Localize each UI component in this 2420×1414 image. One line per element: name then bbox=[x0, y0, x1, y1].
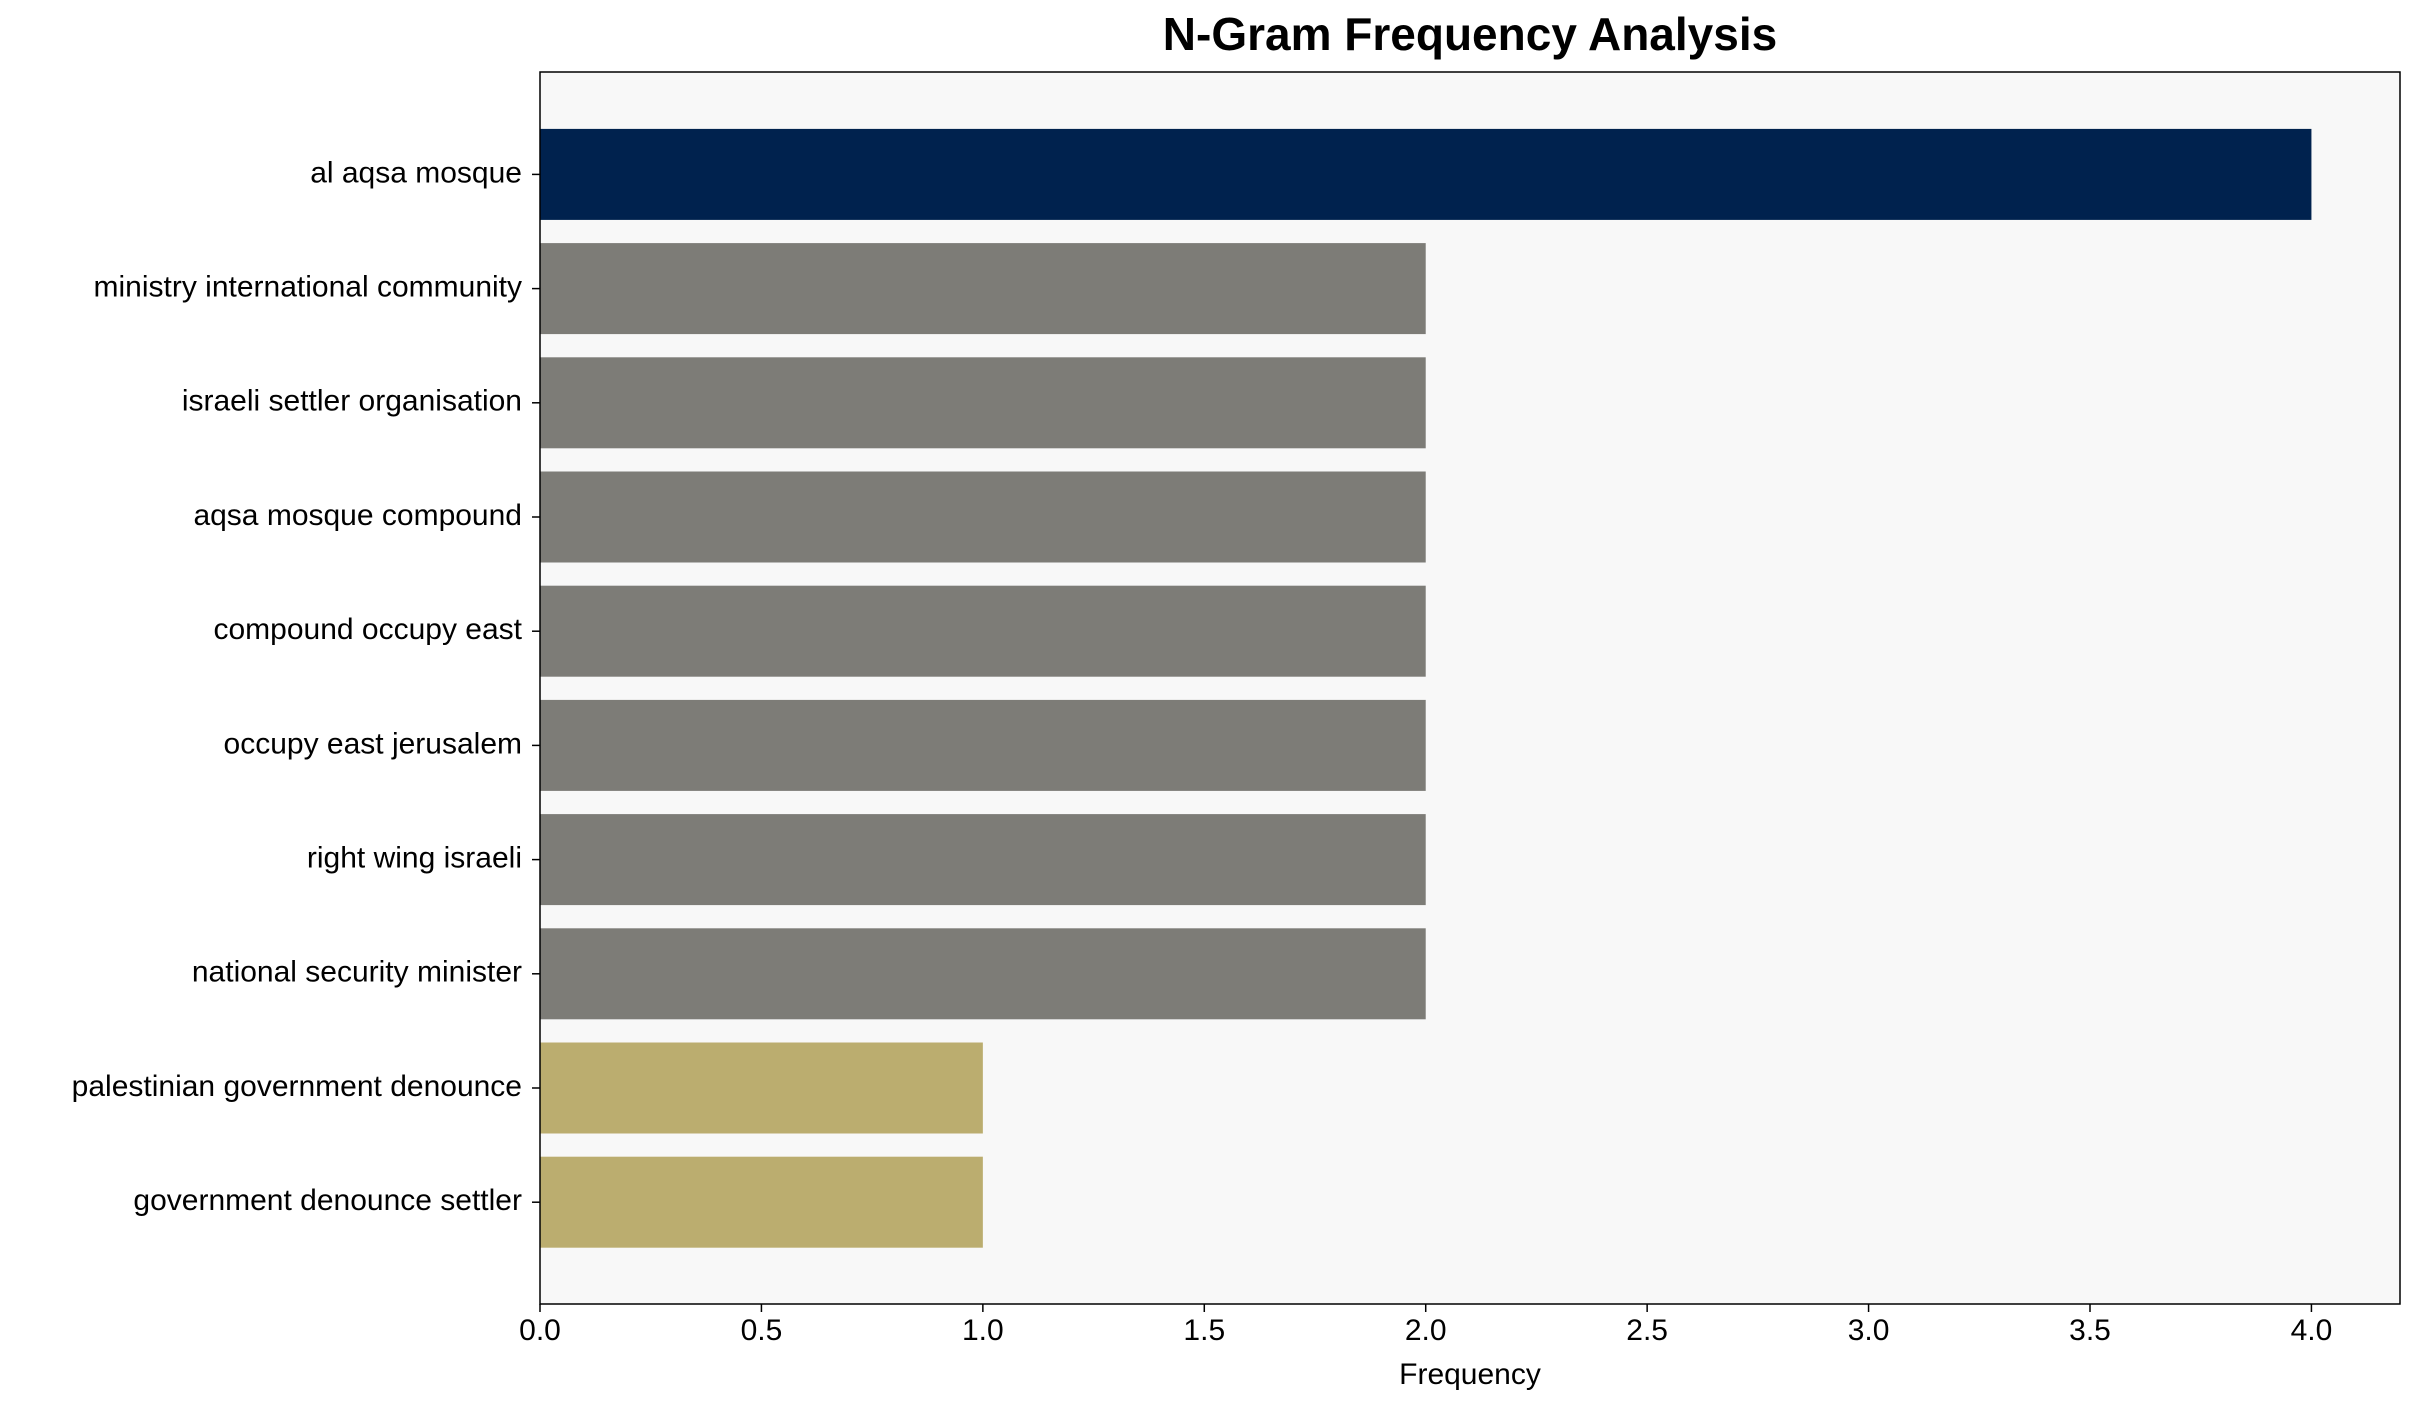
bar bbox=[540, 814, 1426, 906]
x-tick-label: 2.0 bbox=[1405, 1314, 1447, 1347]
bar bbox=[540, 243, 1426, 335]
y-tick-label: right wing israeli bbox=[307, 842, 522, 875]
bar bbox=[540, 699, 1426, 791]
y-tick-label: ministry international community bbox=[94, 271, 522, 304]
y-tick-label: al aqsa mosque bbox=[310, 156, 522, 189]
chart-title: N-Gram Frequency Analysis bbox=[1163, 8, 1777, 60]
y-tick-label: national security minister bbox=[192, 956, 522, 989]
x-tick-label: 0.5 bbox=[741, 1314, 783, 1347]
bar bbox=[540, 471, 1426, 563]
x-tick-label: 3.5 bbox=[2069, 1314, 2111, 1347]
y-tick-label: government denounce settler bbox=[133, 1184, 522, 1217]
x-axis-label: Frequency bbox=[1399, 1358, 1541, 1391]
x-tick-label: 3.0 bbox=[1848, 1314, 1890, 1347]
y-tick-label: aqsa mosque compound bbox=[193, 499, 522, 532]
bar bbox=[540, 1042, 983, 1134]
x-tick-label: 1.0 bbox=[962, 1314, 1004, 1347]
x-tick-label: 0.0 bbox=[519, 1314, 561, 1347]
bar bbox=[540, 585, 1426, 677]
x-tick-label: 4.0 bbox=[2291, 1314, 2333, 1347]
bar bbox=[540, 928, 1426, 1020]
y-tick-label: occupy east jerusalem bbox=[224, 727, 522, 760]
y-tick-label: palestinian government denounce bbox=[72, 1070, 522, 1103]
axes-frame bbox=[539, 71, 2401, 1305]
y-tick-label: israeli settler organisation bbox=[182, 385, 522, 418]
bar bbox=[540, 357, 1426, 449]
bar bbox=[540, 1156, 983, 1248]
x-tick-label: 1.5 bbox=[1183, 1314, 1225, 1347]
x-tick-label: 2.5 bbox=[1626, 1314, 1668, 1347]
y-tick-label: compound occupy east bbox=[213, 613, 522, 646]
bar bbox=[540, 128, 2312, 220]
